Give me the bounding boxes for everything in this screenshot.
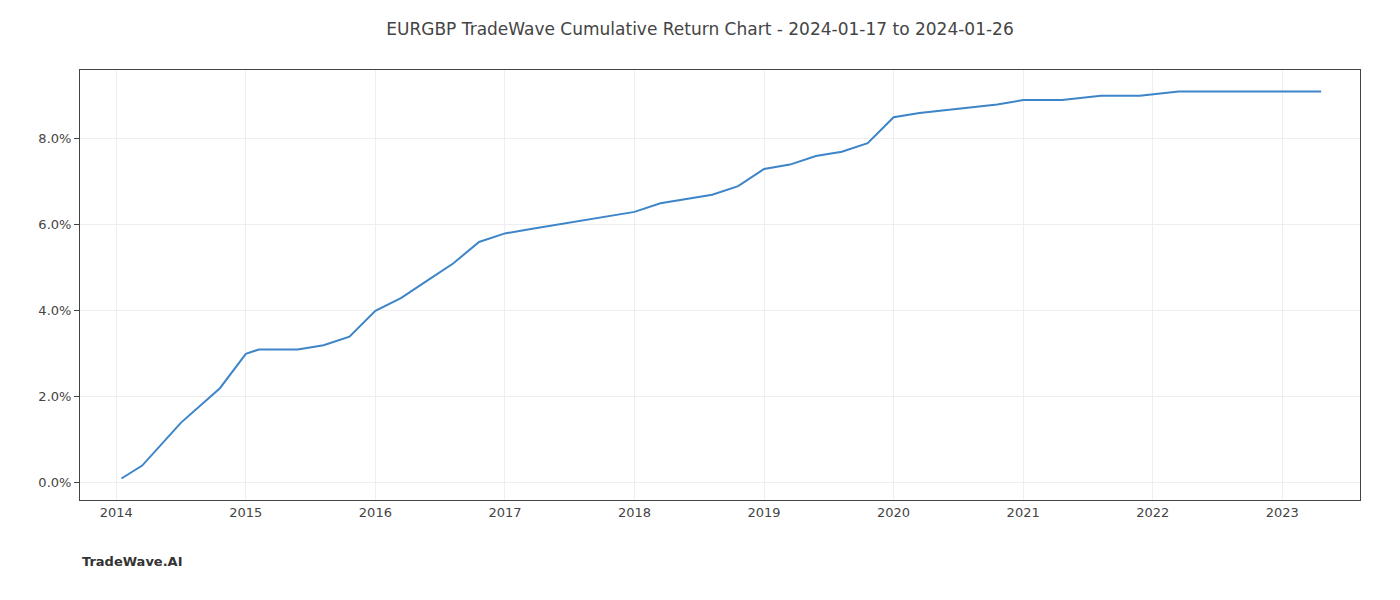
svg-text:0.0%: 0.0% [38, 475, 71, 490]
svg-text:2019: 2019 [748, 505, 781, 520]
svg-text:8.0%: 8.0% [38, 131, 71, 146]
svg-text:2014: 2014 [100, 505, 133, 520]
svg-text:2021: 2021 [1007, 505, 1040, 520]
svg-text:2018: 2018 [618, 505, 651, 520]
svg-text:6.0%: 6.0% [38, 217, 71, 232]
svg-text:2023: 2023 [1266, 505, 1299, 520]
svg-text:2016: 2016 [359, 505, 392, 520]
svg-text:2022: 2022 [1136, 505, 1169, 520]
svg-text:2017: 2017 [488, 505, 521, 520]
svg-text:EURGBP TradeWave Cumulative Re: EURGBP TradeWave Cumulative Return Chart… [386, 19, 1013, 39]
svg-text:2020: 2020 [877, 505, 910, 520]
svg-text:TradeWave.AI: TradeWave.AI [82, 554, 183, 569]
svg-text:2015: 2015 [229, 505, 262, 520]
svg-text:4.0%: 4.0% [38, 303, 71, 318]
svg-text:2.0%: 2.0% [38, 389, 71, 404]
